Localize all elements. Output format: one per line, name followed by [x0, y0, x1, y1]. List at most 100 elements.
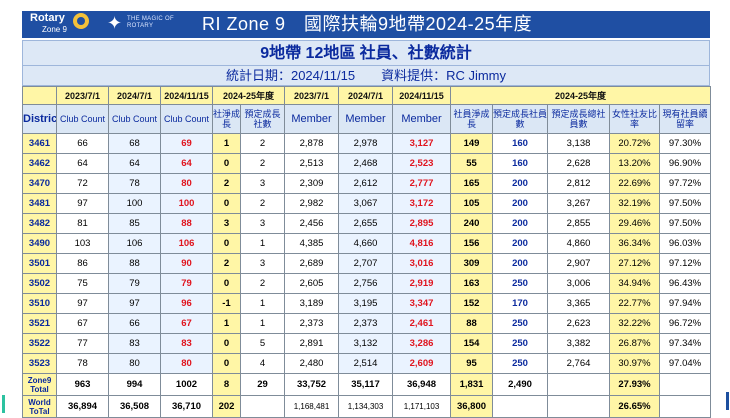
- table-cell: 0: [212, 233, 241, 254]
- table-cell: 2,605: [284, 273, 339, 294]
- table-cell: 96.90%: [659, 153, 711, 174]
- table-cell: 2,812: [547, 173, 610, 194]
- table-cell: 2,978: [338, 133, 393, 154]
- table-cell: 27.93%: [609, 373, 660, 396]
- table-cell: 3,382: [547, 333, 610, 354]
- table-cell: 29.46%: [609, 213, 660, 234]
- table-cell: 2: [240, 193, 285, 214]
- table-cell: 2: [212, 173, 241, 194]
- table-cell: 22.77%: [609, 293, 660, 314]
- table-cell: 97.50%: [659, 213, 711, 234]
- table-cell: 2,878: [284, 133, 339, 154]
- table-cell: 3,016: [392, 253, 451, 274]
- table-cell: 97.04%: [659, 353, 711, 374]
- table-row: 3470 72 78 80 2 3 2,309 2,612 2,777 165 200 2,812 22…: [22, 173, 711, 194]
- table-cell: 202: [212, 395, 241, 418]
- table-cell: 55: [450, 153, 493, 174]
- table-cell: 2,689: [284, 253, 339, 274]
- table-cell: 0: [212, 153, 241, 174]
- table-cell: 36,800: [450, 395, 493, 418]
- column-header: Club Count: [56, 104, 109, 134]
- table-cell: 2,514: [338, 353, 393, 374]
- table-cell: 3,132: [338, 333, 393, 354]
- magic-logo-text: THE MAGIC OF ROTARY: [127, 16, 174, 29]
- table-row: 3523 78 80 80 0 4 2,480 2,514 2,609 95 250 2,764 30.…: [22, 353, 711, 374]
- table-cell: 2,756: [338, 273, 393, 294]
- table-cell: 2,468: [338, 153, 393, 174]
- table-cell: 2,490: [492, 373, 548, 396]
- table-row: 3501 86 88 90 2 3 2,689 2,707 3,016 309 200 2,907 27…: [22, 253, 711, 274]
- table-cell: [547, 395, 610, 418]
- district-cell: 3523: [22, 353, 57, 374]
- statistics-table: 2023/7/1 2024/7/1 2024/11/15 2024-25年度 2…: [22, 86, 711, 418]
- table-cell: 3,189: [284, 293, 339, 314]
- column-header: 預定成長社數: [240, 104, 285, 134]
- table-cell: 3,195: [338, 293, 393, 314]
- column-header: 預定成長總社員數: [547, 104, 610, 134]
- table-cell: 1: [212, 313, 241, 334]
- table-cell: 3,127: [392, 133, 451, 154]
- table-cell: 963: [56, 373, 109, 396]
- table-cell: 149: [450, 133, 493, 154]
- table-cell: 64: [160, 153, 213, 174]
- table-cell: 3,347: [392, 293, 451, 314]
- district-cell: 3462: [22, 153, 57, 174]
- row-label: World ToTal: [22, 395, 57, 418]
- table-header-row-columns: District Club Count Club Count Club Coun…: [22, 104, 711, 134]
- table-cell: 2: [240, 273, 285, 294]
- table-cell: 2,707: [338, 253, 393, 274]
- table-row: 3461 66 68 69 1 2 2,878 2,978 3,127 149 160 3,138 20…: [22, 133, 711, 154]
- table-cell: 8: [212, 373, 241, 396]
- table-row: 3502 75 79 79 0 2 2,605 2,756 2,919 163 250 3,006 34…: [22, 273, 711, 294]
- table-cell: 85: [108, 213, 161, 234]
- table-cell: 250: [492, 353, 548, 374]
- table-cell: 80: [160, 173, 213, 194]
- header-year: 2024-25年度: [450, 86, 711, 105]
- table-cell: [240, 395, 285, 418]
- district-cell: 3521: [22, 313, 57, 334]
- table-cell: 36,508: [108, 395, 161, 418]
- table-cell: 105: [450, 193, 493, 214]
- column-header: 社淨成長: [212, 104, 241, 134]
- table-cell: 32.19%: [609, 193, 660, 214]
- table-cell: 81: [56, 213, 109, 234]
- table-cell: 2: [212, 253, 241, 274]
- table-cell: 2,655: [338, 213, 393, 234]
- table-cell: 2,907: [547, 253, 610, 274]
- table-cell: 2,373: [338, 313, 393, 334]
- table-cell: 2,919: [392, 273, 451, 294]
- table-cell: 106: [108, 233, 161, 254]
- table-cell: 3,067: [338, 193, 393, 214]
- column-header: 社員淨成長: [450, 104, 493, 134]
- logo-text: Rotary: [30, 12, 65, 24]
- table-cell: 4,816: [392, 233, 451, 254]
- table-cell: 106: [160, 233, 213, 254]
- table-cell: 34.94%: [609, 273, 660, 294]
- table-cell: 1,171,103: [392, 395, 451, 418]
- header-year: 2024-25年度: [212, 86, 285, 105]
- rotary-logo: Rotary Zone 9: [30, 12, 92, 37]
- table-cell: 1,831: [450, 373, 493, 396]
- report-panel: 9地帶 12地區 社員、社數統計 統計日期：2024/11/15 資料提供：RC…: [22, 40, 711, 418]
- table-row: 3462 64 64 64 0 2 2,513 2,468 2,523 55 160 2,628 13.…: [22, 153, 711, 174]
- table-cell: 72: [56, 173, 109, 194]
- table-cell: 97.34%: [659, 333, 711, 354]
- table-cell: 160: [492, 133, 548, 154]
- table-cell: 75: [56, 273, 109, 294]
- table-cell: 2,628: [547, 153, 610, 174]
- table-cell: 83: [160, 333, 213, 354]
- table-row: 3521 67 66 67 1 1 2,373 2,373 2,461 88 250 2,623 32.…: [22, 313, 711, 334]
- table-cell: 97: [56, 193, 109, 214]
- table-cell: 1,134,303: [338, 395, 393, 418]
- table-cell: 2,623: [547, 313, 610, 334]
- table-cell: [547, 373, 610, 396]
- table-cell: 77: [56, 333, 109, 354]
- table-cell: 68: [108, 133, 161, 154]
- table-cell: 29: [240, 373, 285, 396]
- table-cell: 3: [240, 173, 285, 194]
- table-cell: 30.97%: [609, 353, 660, 374]
- table-cell: 2,612: [338, 173, 393, 194]
- table-cell: 1: [212, 133, 241, 154]
- table-row: 3482 81 85 88 3 3 2,456 2,655 2,895 240 200 2,855 29…: [22, 213, 711, 234]
- report-subtitle: 9地帶 12地區 社員、社數統計: [22, 40, 710, 66]
